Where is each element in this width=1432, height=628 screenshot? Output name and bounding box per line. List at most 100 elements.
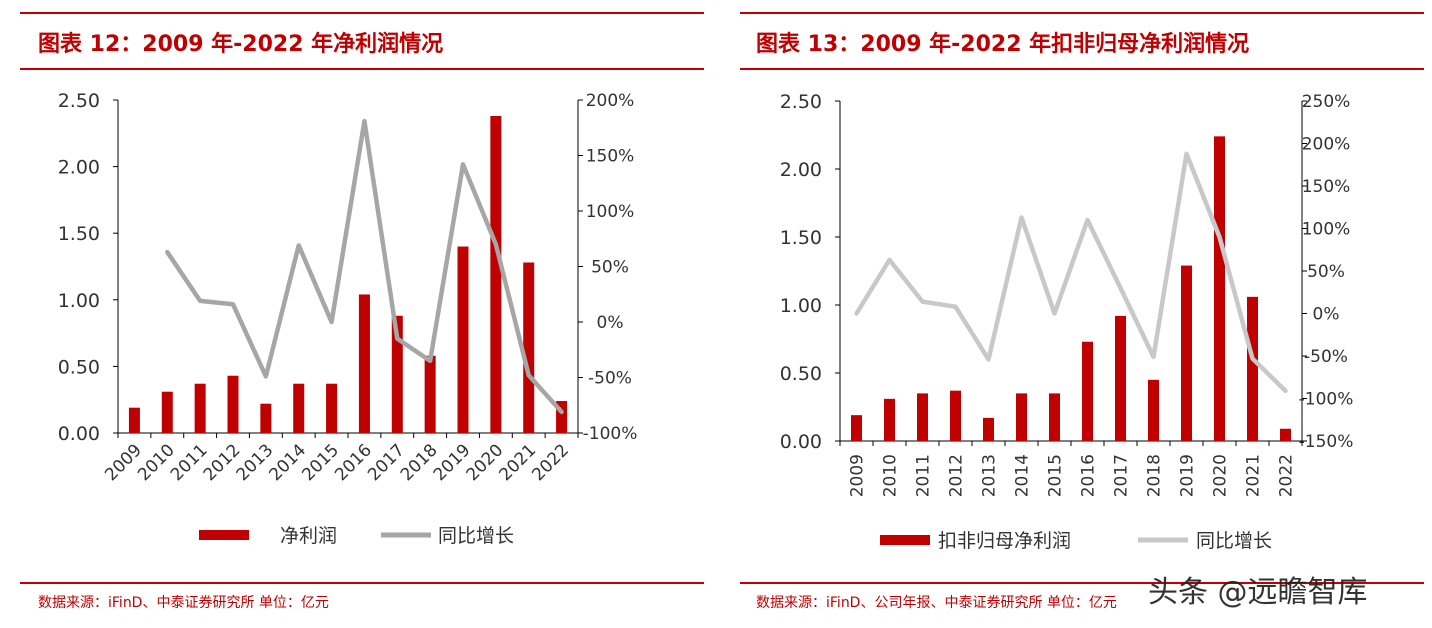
- bar: [227, 375, 239, 433]
- right-tick-label: -100%: [583, 424, 638, 444]
- bar: [358, 294, 370, 433]
- title-underline: [740, 68, 1424, 70]
- right-tick-label: 100%: [1302, 220, 1351, 240]
- bar: [490, 115, 502, 433]
- bar: [983, 417, 994, 441]
- right-tick-label: -100%: [1299, 390, 1354, 410]
- chart-panel-right: 图表 13：2009 年-2022 年扣非归母净利润情况 数据来源：iFinD、…: [716, 0, 1432, 628]
- bottom-rule: [740, 582, 1424, 584]
- bar: [1280, 428, 1291, 441]
- legend-label: 同比增长: [438, 525, 514, 547]
- x-tick-label: 2021: [496, 440, 541, 485]
- bar: [1148, 379, 1159, 441]
- x-tick-label: 2011: [167, 440, 212, 485]
- bar: [293, 383, 305, 433]
- right-tick-label: 200%: [586, 91, 635, 111]
- legend-label: 净利润: [280, 525, 337, 547]
- bar: [556, 401, 568, 433]
- x-tick-label: 2019: [1178, 454, 1198, 497]
- left-tick-label: 2.00: [780, 159, 822, 181]
- x-tick-label: 2011: [914, 454, 934, 497]
- x-tick-label: 2018: [397, 440, 442, 485]
- left-tick-label: 1.50: [58, 223, 100, 245]
- title-underline: [20, 68, 704, 70]
- bar: [884, 398, 895, 441]
- x-tick-label: 2019: [430, 440, 475, 485]
- right-tick-label: 50%: [591, 258, 629, 278]
- x-tick-label: 2016: [331, 440, 376, 485]
- x-tick-label: 2018: [1145, 454, 1165, 497]
- x-tick-label: 2013: [233, 440, 278, 485]
- bar: [457, 246, 469, 433]
- x-tick-label: 2013: [980, 454, 1000, 497]
- left-tick-label: 0.00: [780, 431, 822, 453]
- right-tick-label: 100%: [586, 202, 635, 222]
- top-rule: [740, 12, 1424, 14]
- chart-panel-left: 图表 12：2009 年-2022 年净利润情况 数据来源：iFinD、中泰证券…: [20, 12, 704, 611]
- source-note: 数据来源：iFinD、公司年报、中泰证券研究所 单位：亿元: [756, 595, 1117, 611]
- x-tick-label: 2022: [1277, 454, 1297, 497]
- chart-title: 图表 12：2009 年-2022 年净利润情况: [38, 32, 444, 57]
- bar: [1247, 296, 1258, 441]
- bar: [950, 390, 961, 441]
- right-tick-label: 0%: [597, 313, 624, 333]
- watermark: 头条 @远瞻智库: [1148, 575, 1368, 610]
- x-tick-label: 2009: [848, 454, 868, 497]
- bar: [1214, 136, 1225, 442]
- legend-label: 同比增长: [1196, 530, 1272, 552]
- x-tick-label: 2009: [101, 440, 146, 485]
- right-tick-label: 0%: [1313, 305, 1340, 325]
- bar: [851, 415, 862, 441]
- x-tick-label: 2015: [298, 440, 343, 485]
- left-tick-label: 2.50: [780, 91, 822, 113]
- right-tick-label: 250%: [1302, 92, 1351, 112]
- x-tick-label: 2017: [364, 440, 409, 485]
- bar: [161, 391, 173, 433]
- bar: [1049, 393, 1060, 441]
- x-tick-label: 2020: [1211, 454, 1231, 497]
- right-tick-label: 200%: [1302, 135, 1351, 155]
- right-tick-label: -50%: [1304, 347, 1348, 367]
- right-tick-label: 150%: [1302, 177, 1351, 197]
- x-tick-label: 2016: [1079, 454, 1099, 497]
- top-rule: [20, 12, 704, 14]
- left-tick-label: 2.00: [58, 157, 100, 179]
- left-tick-label: 1.00: [780, 295, 822, 317]
- chart-2: 0.00 0.50 1.00 1.50 2.00 2.50 -150% -100% -50% 0%…: [780, 91, 1354, 552]
- x-tick-label: 2015: [1046, 454, 1066, 497]
- bar: [1016, 393, 1027, 441]
- legend-label: 扣非归母净利润: [938, 530, 1071, 552]
- left-tick-label: 1.00: [58, 290, 100, 312]
- legend-bar-swatch: [880, 535, 930, 545]
- bar: [128, 407, 140, 433]
- legend-bar-swatch: [199, 530, 249, 540]
- right-tick-label: -150%: [1299, 432, 1354, 452]
- growth-line: [854, 151, 1288, 394]
- chart-1: 0.00 0.50 1.00 1.50 2.00 2.50 -100% -50% 0% 50% 10…: [58, 90, 638, 547]
- x-tick-label: 2012: [200, 440, 245, 485]
- bar: [917, 393, 928, 441]
- x-tick-label: 2014: [1013, 454, 1033, 497]
- x-tick-label: 2010: [881, 454, 901, 497]
- bar: [194, 383, 206, 433]
- bar: [1082, 341, 1093, 441]
- left-tick-label: 1.50: [780, 227, 822, 249]
- bar: [1115, 315, 1126, 441]
- left-tick-label: 0.00: [58, 423, 100, 445]
- x-tick-label: 2010: [134, 440, 179, 485]
- bar: [424, 355, 436, 433]
- x-tick-label: 2021: [1244, 454, 1264, 497]
- chart-title: 图表 13：2009 年-2022 年扣非归母净利润情况: [756, 32, 1250, 57]
- bar: [523, 262, 535, 433]
- left-tick-label: 0.50: [780, 363, 822, 385]
- x-tick-label: 2022: [528, 440, 573, 485]
- x-tick-label: 2012: [947, 454, 967, 497]
- bar: [326, 383, 338, 433]
- bar: [1181, 265, 1192, 441]
- bar: [391, 315, 403, 433]
- bar: [260, 403, 272, 433]
- source-note: 数据来源：iFinD、中泰证券研究所 单位：亿元: [38, 595, 329, 611]
- bottom-rule: [20, 582, 704, 584]
- right-tick-label: 50%: [1307, 262, 1345, 282]
